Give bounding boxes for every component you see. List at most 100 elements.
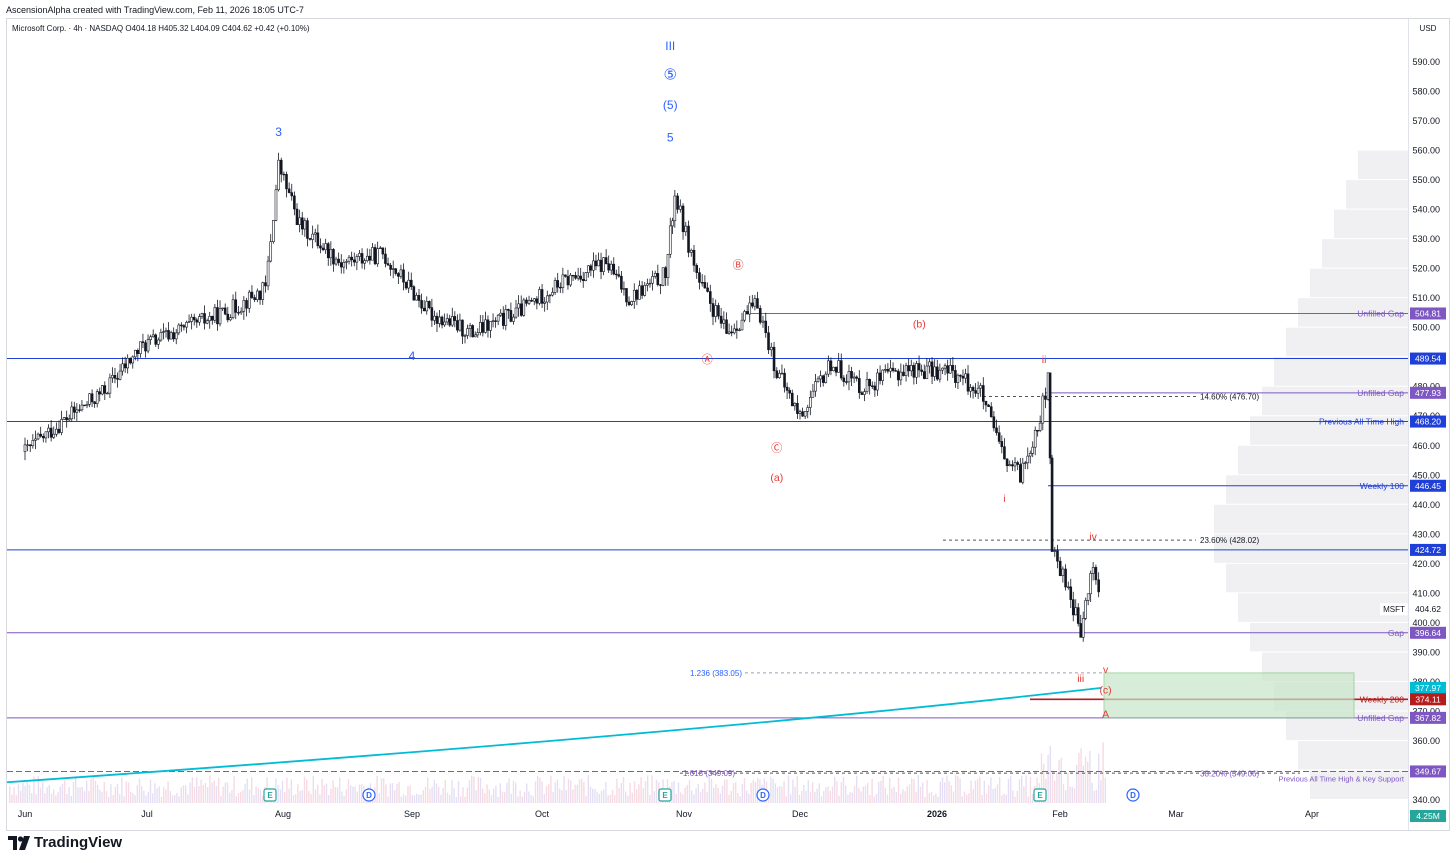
candle-body	[933, 366, 936, 377]
candle-body	[661, 267, 665, 286]
volume-bar	[1043, 763, 1045, 803]
volume-bar	[482, 788, 484, 803]
candle-body	[223, 307, 227, 315]
volume-bar	[930, 791, 933, 803]
tradingview-logo: TradingView	[8, 834, 122, 851]
volume-bar	[1093, 790, 1095, 803]
volume-bar	[512, 780, 515, 803]
candle-body	[1056, 550, 1059, 562]
volume-bar	[119, 794, 121, 803]
candle-body	[594, 260, 598, 267]
volume-bar	[490, 794, 493, 803]
candle-body	[551, 292, 554, 296]
candle-body	[203, 313, 206, 324]
candle-body	[1094, 567, 1098, 581]
level-label: Weekly 100	[1360, 481, 1405, 491]
volume-bar	[717, 787, 719, 803]
volume-bar	[86, 780, 88, 803]
volume-bar	[820, 796, 823, 803]
x-tick-label: Aug	[275, 809, 291, 819]
y-tick-label: 510.00	[1412, 293, 1440, 303]
volume-bar	[504, 791, 506, 803]
volume-bar	[713, 787, 715, 803]
candle-body	[679, 205, 682, 210]
candle-body	[764, 320, 768, 334]
volume-bar	[935, 793, 937, 803]
volume-bar	[691, 790, 693, 803]
candle-body	[435, 315, 439, 324]
volume-bar	[244, 783, 246, 803]
candle-body	[399, 269, 403, 277]
volume-bar	[405, 795, 407, 803]
candle-body	[229, 317, 232, 321]
candle-body	[461, 319, 464, 337]
candle-body	[409, 279, 413, 287]
volume-bar	[90, 778, 92, 803]
volume-bar	[17, 784, 20, 803]
volume-bar	[794, 786, 796, 803]
candle-body	[95, 391, 99, 404]
currency-label[interactable]: USD	[1419, 24, 1437, 33]
candle-body	[617, 274, 621, 277]
price-axis-tag-label: 349.67	[1415, 766, 1441, 776]
candle-body	[865, 379, 869, 392]
volume-bar	[178, 796, 180, 803]
candle-body	[556, 280, 560, 288]
candle-body	[121, 363, 124, 372]
candle-body	[373, 247, 377, 265]
candle-body	[788, 390, 791, 394]
candle-body	[646, 283, 649, 286]
candle-body	[352, 259, 356, 263]
volume-bar	[875, 793, 878, 803]
candle-body	[368, 255, 372, 261]
candle-body	[740, 319, 744, 331]
candle-body	[514, 307, 518, 318]
candle-body	[847, 371, 851, 383]
volume-bar	[451, 780, 453, 803]
candle-body	[36, 433, 40, 440]
volume-bar	[413, 795, 416, 803]
candle-body	[350, 256, 353, 261]
volume-bar	[42, 782, 44, 803]
candle-body	[324, 243, 327, 251]
volume-bar	[682, 794, 684, 803]
candle-body	[602, 257, 605, 272]
candle-body	[162, 331, 165, 333]
volume-bar	[699, 791, 702, 803]
volume-bar	[88, 791, 90, 803]
volume-bar	[647, 775, 649, 803]
candle-body	[106, 392, 109, 395]
price-axis-tag-label: 446.45	[1415, 481, 1441, 491]
volume-bar	[385, 784, 387, 803]
volume-bar	[152, 793, 154, 803]
volume-bar	[801, 790, 803, 803]
candle-body	[384, 253, 387, 264]
candle-body	[146, 339, 150, 352]
volume-bar	[757, 778, 759, 803]
volume-bar	[589, 786, 592, 803]
y-tick-label: 530.00	[1412, 234, 1440, 244]
volume-bar	[842, 776, 845, 803]
volume-bar	[462, 787, 464, 803]
candle-body	[123, 363, 127, 369]
candle-body	[126, 357, 129, 369]
candle-body	[371, 247, 374, 261]
y-tick-label: 370.00	[1412, 706, 1440, 716]
volume-bar	[651, 775, 653, 803]
volume-bar	[92, 776, 94, 803]
candle-body	[417, 295, 421, 301]
volume-bar	[572, 789, 574, 803]
volume-bar	[174, 795, 176, 803]
x-tick-label: Apr	[1305, 809, 1319, 819]
candle-body	[698, 272, 701, 283]
candle-body	[103, 385, 107, 394]
volume-bar	[966, 794, 968, 803]
volume-bar	[864, 785, 867, 803]
x-tick-label: Jun	[18, 809, 33, 819]
candle-body	[258, 290, 262, 300]
candle-body	[811, 390, 815, 398]
candle-body	[226, 313, 230, 321]
volume-bar	[724, 779, 726, 803]
volume-bar	[37, 775, 39, 803]
